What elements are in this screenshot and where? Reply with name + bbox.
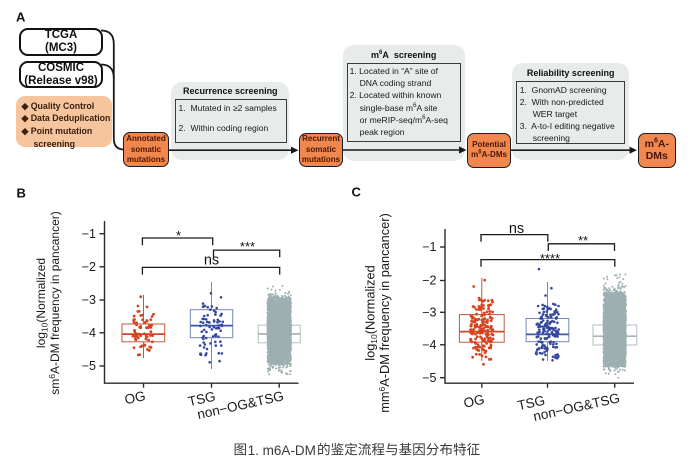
svg-text:−2: −2 bbox=[82, 260, 96, 274]
svg-text:−1: −1 bbox=[82, 227, 96, 241]
svg-text:−4: −4 bbox=[422, 338, 436, 352]
svg-text:−2: −2 bbox=[422, 274, 436, 288]
svg-text:OG: OG bbox=[123, 388, 147, 407]
svg-text:***: *** bbox=[240, 239, 255, 254]
svg-text:*: * bbox=[176, 228, 181, 243]
svg-text:ns: ns bbox=[509, 221, 524, 237]
svg-text:−5: −5 bbox=[82, 359, 96, 373]
svg-text:−5: −5 bbox=[422, 371, 436, 385]
svg-text:****: **** bbox=[540, 251, 560, 266]
svg-text:−4: −4 bbox=[82, 326, 96, 340]
svg-text:sm6A-DM frequency in pancancer: sm6A-DM frequency in pancancer) bbox=[47, 211, 62, 394]
svg-text:B: B bbox=[17, 186, 26, 201]
svg-text:A: A bbox=[16, 9, 26, 24]
svg-text:−3: −3 bbox=[82, 293, 96, 307]
svg-text:C: C bbox=[352, 185, 362, 200]
svg-text:−3: −3 bbox=[422, 306, 436, 320]
svg-text:−1: −1 bbox=[422, 240, 436, 254]
svg-text:**: ** bbox=[578, 233, 588, 248]
svg-text:ns: ns bbox=[204, 253, 219, 269]
